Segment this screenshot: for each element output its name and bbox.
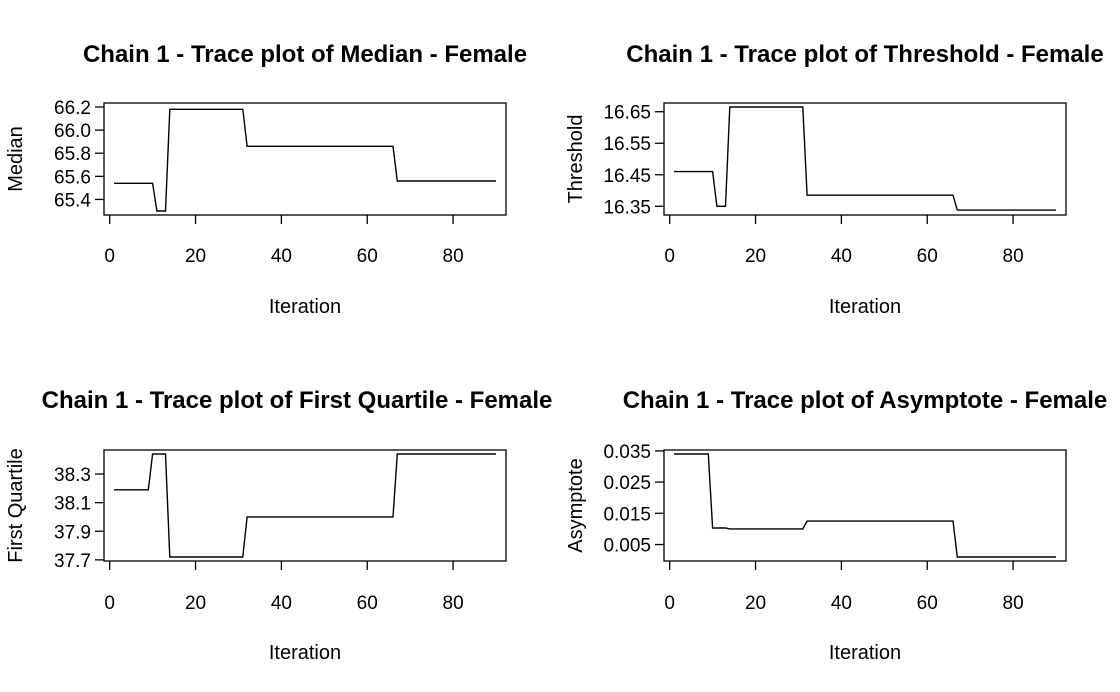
- chart-title: Chain 1 - Trace plot of Asymptote - Fema…: [623, 387, 1108, 414]
- y-tick-label: 0.015: [603, 504, 651, 525]
- trace-line: [114, 108, 496, 212]
- x-tick-label: 40: [271, 246, 292, 267]
- y-tick-label: 16.65: [603, 103, 651, 124]
- chart-panel-2: Chain 1 - Trace plot of Threshold - Fema…: [565, 41, 1104, 318]
- x-tick-label: 20: [745, 593, 766, 614]
- y-tick-label: 16.55: [603, 134, 651, 155]
- y-axis-label: Median: [5, 126, 27, 192]
- y-tick-label: 66.2: [54, 98, 91, 119]
- y-tick-label: 37.9: [54, 522, 91, 543]
- y-axis-label: Threshold: [565, 115, 587, 204]
- x-tick-label: 20: [185, 593, 206, 614]
- y-axis-label: Asymptote: [565, 458, 587, 552]
- plot-frame: [103, 102, 507, 216]
- x-axis-label: Iteration: [269, 642, 341, 664]
- y-tick-label: 0.035: [603, 442, 651, 463]
- y-tick-label: 38.3: [54, 465, 91, 486]
- x-axis-label: Iteration: [829, 642, 901, 664]
- y-tick-label: 16.45: [603, 166, 651, 187]
- x-tick-label: 80: [443, 593, 464, 614]
- chart-panel-1: Chain 1 - Trace plot of Median - Female 0…: [5, 41, 527, 318]
- x-tick-label: 40: [831, 593, 852, 614]
- x-tick-label: 60: [357, 246, 378, 267]
- x-tick-label: 0: [104, 593, 115, 614]
- trace-line: [674, 453, 1056, 558]
- x-axis-label: Iteration: [829, 296, 901, 318]
- chart-panel-4: Chain 1 - Trace plot of Asymptote - Fema…: [565, 387, 1107, 664]
- trace-line: [114, 453, 496, 558]
- y-tick-label: 65.8: [54, 144, 91, 165]
- y-tick-label: 65.6: [54, 167, 91, 188]
- y-tick-label: 37.7: [54, 551, 91, 572]
- plot-frame: [663, 102, 1067, 216]
- x-tick-label: 20: [185, 246, 206, 267]
- x-tick-label: 40: [831, 246, 852, 267]
- x-tick-label: 0: [664, 246, 675, 267]
- x-tick-label: 60: [917, 246, 938, 267]
- x-tick-label: 0: [664, 593, 675, 614]
- chart-panel-3: Chain 1 - Trace plot of First Quartile -…: [5, 387, 552, 664]
- y-tick-label: 16.35: [603, 197, 651, 218]
- x-tick-label: 0: [104, 246, 115, 267]
- y-axis-label: First Quartile: [5, 448, 27, 562]
- y-tick-label: 65.4: [54, 190, 91, 211]
- x-axis-label: Iteration: [269, 296, 341, 318]
- chart-title: Chain 1 - Trace plot of Threshold - Fema…: [626, 41, 1103, 68]
- x-tick-label: 80: [1003, 246, 1024, 267]
- chart-title: Chain 1 - Trace plot of First Quartile -…: [42, 387, 553, 414]
- plot-frame: [103, 449, 507, 562]
- x-tick-label: 20: [745, 246, 766, 267]
- x-tick-label: 80: [443, 246, 464, 267]
- x-tick-label: 80: [1003, 593, 1024, 614]
- plot-frame: [663, 449, 1067, 562]
- y-tick-label: 0.005: [603, 536, 651, 557]
- y-tick-label: 38.1: [54, 494, 91, 515]
- trace-line: [674, 106, 1056, 211]
- x-tick-label: 60: [357, 593, 378, 614]
- x-tick-label: 40: [271, 593, 292, 614]
- chart-title: Chain 1 - Trace plot of Median - Female: [83, 41, 527, 68]
- y-tick-label: 0.025: [603, 473, 651, 494]
- y-tick-label: 66.0: [54, 121, 91, 142]
- x-tick-label: 60: [917, 593, 938, 614]
